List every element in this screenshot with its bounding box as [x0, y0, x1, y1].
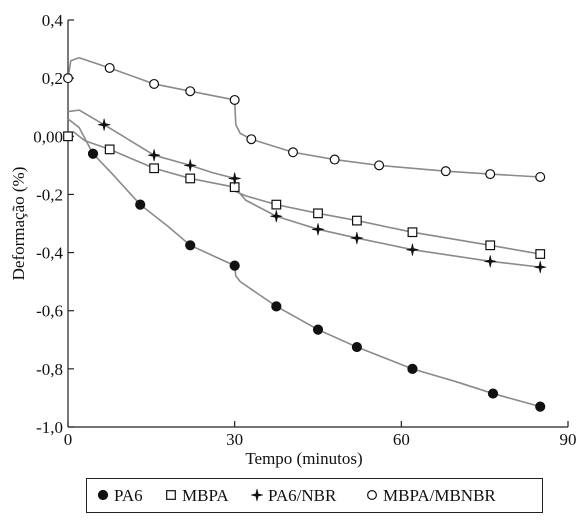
legend: PA6 MBPA PA6/NBR MBPA/MBNBR [86, 478, 543, 513]
y-tick-label: 0,00 [33, 127, 63, 146]
data-point-pa6-nbr [98, 118, 111, 131]
legend-marker-mbpa-mbnbr [367, 490, 378, 501]
x-axis-title: Tempo (minutos) [245, 449, 362, 468]
data-point-mbpa-mbnbr [104, 62, 115, 73]
data-point-mbpa [485, 240, 496, 251]
data-point-pa6-nbr [534, 261, 547, 274]
series-points-mbpa-mbnbr [62, 62, 546, 182]
x-tick-label: 0 [64, 430, 73, 449]
data-point-mbpa-mbnbr [288, 147, 299, 158]
data-point-pa6-nbr [184, 159, 197, 172]
legend-label-pa6-nbr: PA6/NBR [268, 486, 337, 505]
data-point-mbpa-mbnbr [185, 86, 196, 97]
y-tick-label: -0,6 [36, 302, 63, 321]
series-points-pa6 [87, 148, 546, 412]
series-line-pa6-nbr [67, 109, 541, 268]
y-tick-label: -0,4 [36, 244, 63, 263]
legend-box [86, 478, 543, 513]
y-tick-label: -0,2 [36, 185, 63, 204]
series-line-mbpa [67, 131, 541, 255]
data-point-pa6 [185, 240, 196, 251]
plot-frame [67, 20, 568, 428]
legend-marker-mbpa [166, 490, 176, 500]
y-tick-label: -1,0 [36, 418, 63, 437]
data-point-mbpa [104, 144, 115, 155]
data-point-mbpa-mbnbr [485, 169, 496, 180]
axis-ticks: 0 30 60 90 -1,0 -0,8 -0,6 -0,4 -0,2 0,00 0,2 0,4 [33, 11, 576, 449]
series-line-mbpa-mbnbr [67, 56, 541, 178]
data-point-mbpa-mbnbr [535, 171, 546, 182]
data-point-mbpa-mbnbr [329, 154, 340, 165]
legend-marker-pa6-nbr [250, 488, 264, 502]
x-tick-label: 60 [393, 430, 410, 449]
series-points-pa6-nbr [98, 118, 547, 274]
data-point-mbpa [407, 227, 418, 238]
data-point-mbpa [535, 249, 546, 259]
y-tick-label: 0,4 [42, 11, 64, 30]
data-point-mbpa-mbnbr [440, 166, 451, 177]
y-tick-label: 0,2 [42, 69, 63, 88]
data-point-mbpa [63, 131, 73, 142]
legend-marker-pa6 [97, 489, 109, 501]
data-point-mbpa [313, 208, 323, 219]
x-tick-label: 30 [226, 430, 243, 449]
data-point-mbpa-mbnbr [149, 78, 160, 89]
data-point-mbpa-mbnbr [246, 134, 257, 145]
data-point-mbpa-mbnbr [374, 160, 385, 171]
data-point-pa6 [135, 199, 146, 210]
data-point-mbpa [185, 173, 196, 184]
data-point-pa6-nbr [350, 231, 363, 245]
data-point-pa6 [87, 148, 99, 159]
x-tick-label: 90 [560, 430, 577, 449]
data-point-mbpa [271, 199, 282, 210]
legend-label-pa6: PA6 [114, 486, 143, 505]
series-lines [67, 56, 541, 408]
data-point-pa6-nbr [484, 255, 497, 268]
data-point-pa6-nbr [148, 149, 161, 162]
data-point-pa6 [487, 388, 499, 399]
legend-label-mbpa: MBPA [182, 486, 229, 505]
data-point-pa6 [229, 260, 240, 271]
y-axis-title: Deformação (%) [9, 167, 28, 281]
data-point-mbpa-mbnbr [62, 73, 73, 84]
data-point-pa6-nbr [228, 172, 241, 185]
data-point-pa6-nbr [406, 243, 419, 256]
data-point-mbpa-mbnbr [229, 94, 240, 105]
data-point-mbpa [149, 163, 160, 174]
series-line-pa6 [67, 118, 541, 408]
data-point-pa6-nbr [270, 210, 283, 223]
legend-label-mbpa-mbnbr: MBPA/MBNBR [383, 486, 496, 505]
data-point-pa6 [351, 341, 362, 353]
data-point-pa6 [271, 301, 282, 312]
series-points-mbpa [63, 131, 546, 259]
series-markers [62, 62, 547, 412]
data-point-pa6 [312, 324, 324, 335]
y-tick-label: -0,8 [36, 360, 63, 379]
data-point-pa6-nbr [311, 223, 325, 236]
data-point-pa6 [407, 363, 418, 374]
data-point-pa6 [535, 401, 546, 412]
data-point-mbpa [351, 215, 362, 226]
